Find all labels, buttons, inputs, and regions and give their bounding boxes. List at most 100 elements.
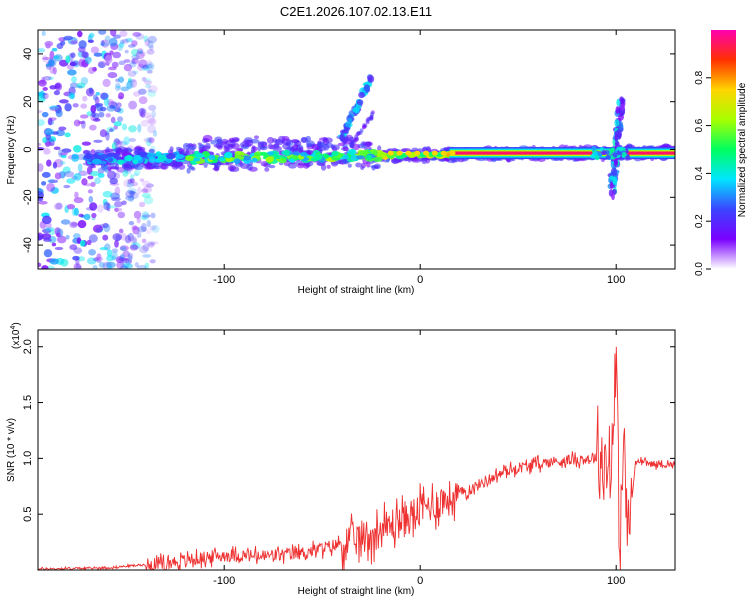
line-blob: [267, 151, 274, 156]
y-tick-label: 20: [22, 96, 34, 108]
noise-blob: [81, 178, 88, 186]
line-blob: [254, 151, 263, 157]
noise-blob: [147, 35, 157, 44]
band-blob: [355, 162, 362, 168]
snr-ticks: -100 0 100 0.5 1.0 1.5 2.0: [22, 330, 675, 587]
band-blob: [331, 144, 340, 151]
noise-blob: [141, 76, 147, 82]
noise-blob: [125, 81, 135, 90]
noise-blob: [89, 202, 98, 211]
noise-blob: [57, 149, 63, 158]
noise-blob: [99, 129, 107, 138]
line-blob: [359, 150, 369, 156]
noise-blob: [91, 212, 97, 218]
line-blob: [208, 154, 216, 161]
noise-blob: [149, 44, 154, 51]
y-tick-label: 0.5: [22, 507, 34, 522]
noise-blob: [130, 58, 136, 65]
noise-blob: [40, 76, 46, 84]
line-blob: [260, 151, 268, 156]
band-blob: [188, 146, 196, 150]
noise-blob: [49, 117, 57, 121]
noise-blob: [92, 118, 101, 122]
noise-blob: [46, 159, 52, 167]
noise-blob: [138, 49, 144, 55]
streak-blob: [359, 128, 364, 133]
noise-blob: [99, 247, 109, 251]
noise-blob: [123, 63, 133, 72]
line-blob: [342, 154, 349, 160]
noise-blob: [117, 116, 124, 122]
line-blob: [283, 149, 290, 157]
noise-blob: [51, 242, 57, 247]
noise-blob: [148, 137, 155, 144]
noise-blob: [77, 163, 83, 172]
noise-blob: [43, 148, 51, 155]
band-blob: [235, 147, 244, 152]
noise-blob: [108, 37, 118, 47]
noise-blob: [135, 51, 145, 60]
band-blob: [221, 138, 229, 144]
line-peak-blob: [423, 150, 430, 156]
snr-x-label: Height of straight line (km): [298, 586, 415, 597]
noise-blob: [142, 186, 153, 194]
noise-blob: [102, 234, 109, 241]
noise-blob: [72, 103, 79, 108]
noise-blob: [118, 60, 126, 66]
noise-blob: [78, 213, 84, 218]
noise-blob: [128, 137, 137, 143]
noise-blob: [138, 201, 146, 208]
noise-blob: [143, 196, 154, 205]
spike-blob: [612, 177, 618, 186]
noise-blob: [131, 40, 138, 47]
noise-blob: [144, 39, 151, 47]
noise-blob: [140, 215, 147, 220]
noise-blob: [85, 87, 95, 97]
snr-series-line: [38, 346, 675, 570]
noise-blob: [71, 76, 77, 83]
spike-blob: [593, 151, 599, 157]
noise-blob: [150, 212, 156, 219]
band-blob: [117, 146, 126, 153]
noise-blob: [81, 120, 86, 129]
band-blob: [202, 134, 213, 142]
noise-blob: [146, 241, 156, 246]
spike-blob: [618, 121, 624, 129]
noise-blob: [141, 64, 150, 71]
band-blob: [264, 167, 270, 172]
noise-blob: [60, 219, 71, 225]
streak-blob: [369, 116, 374, 120]
noise-blob: [130, 190, 135, 197]
streak-blob: [349, 144, 354, 149]
band-blob: [260, 161, 269, 167]
band-blob: [305, 135, 312, 142]
x-tick-label: 100: [607, 274, 625, 286]
snr-panel: -100 0 100 0.5 1.0 1.5 2.0 Height of straight …: [6, 322, 676, 597]
noise-blob: [147, 89, 152, 93]
noise-blob: [123, 59, 131, 63]
noise-blob: [137, 48, 144, 55]
noise-blob: [123, 179, 132, 188]
noise-blob: [128, 61, 137, 68]
colorbar-ticks: 0.0 0.2 0.4 0.6 0.8: [694, 70, 711, 276]
noise-blob: [103, 201, 110, 211]
noise-blob: [114, 141, 122, 148]
streak-blob: [347, 117, 353, 123]
noise-blob: [44, 227, 55, 232]
noise-blob: [122, 38, 129, 44]
noise-blob: [116, 102, 122, 108]
noise-blob: [53, 202, 63, 210]
band-blob: [248, 166, 258, 172]
line-blob: [372, 156, 383, 162]
noise-blob: [131, 54, 140, 60]
spectrogram-panel: -100 0 100 -40 -20 0 20 40 Height of straight l…: [6, 29, 676, 296]
noise-blob: [75, 257, 80, 266]
noise-blob: [128, 125, 137, 133]
spike-blob: [601, 150, 607, 156]
noise-blob: [69, 244, 78, 251]
noise-blob: [65, 234, 70, 240]
noise-blob: [54, 246, 64, 251]
band-blob: [216, 145, 223, 150]
noise-blob: [127, 252, 134, 260]
noise-blob: [139, 108, 145, 117]
